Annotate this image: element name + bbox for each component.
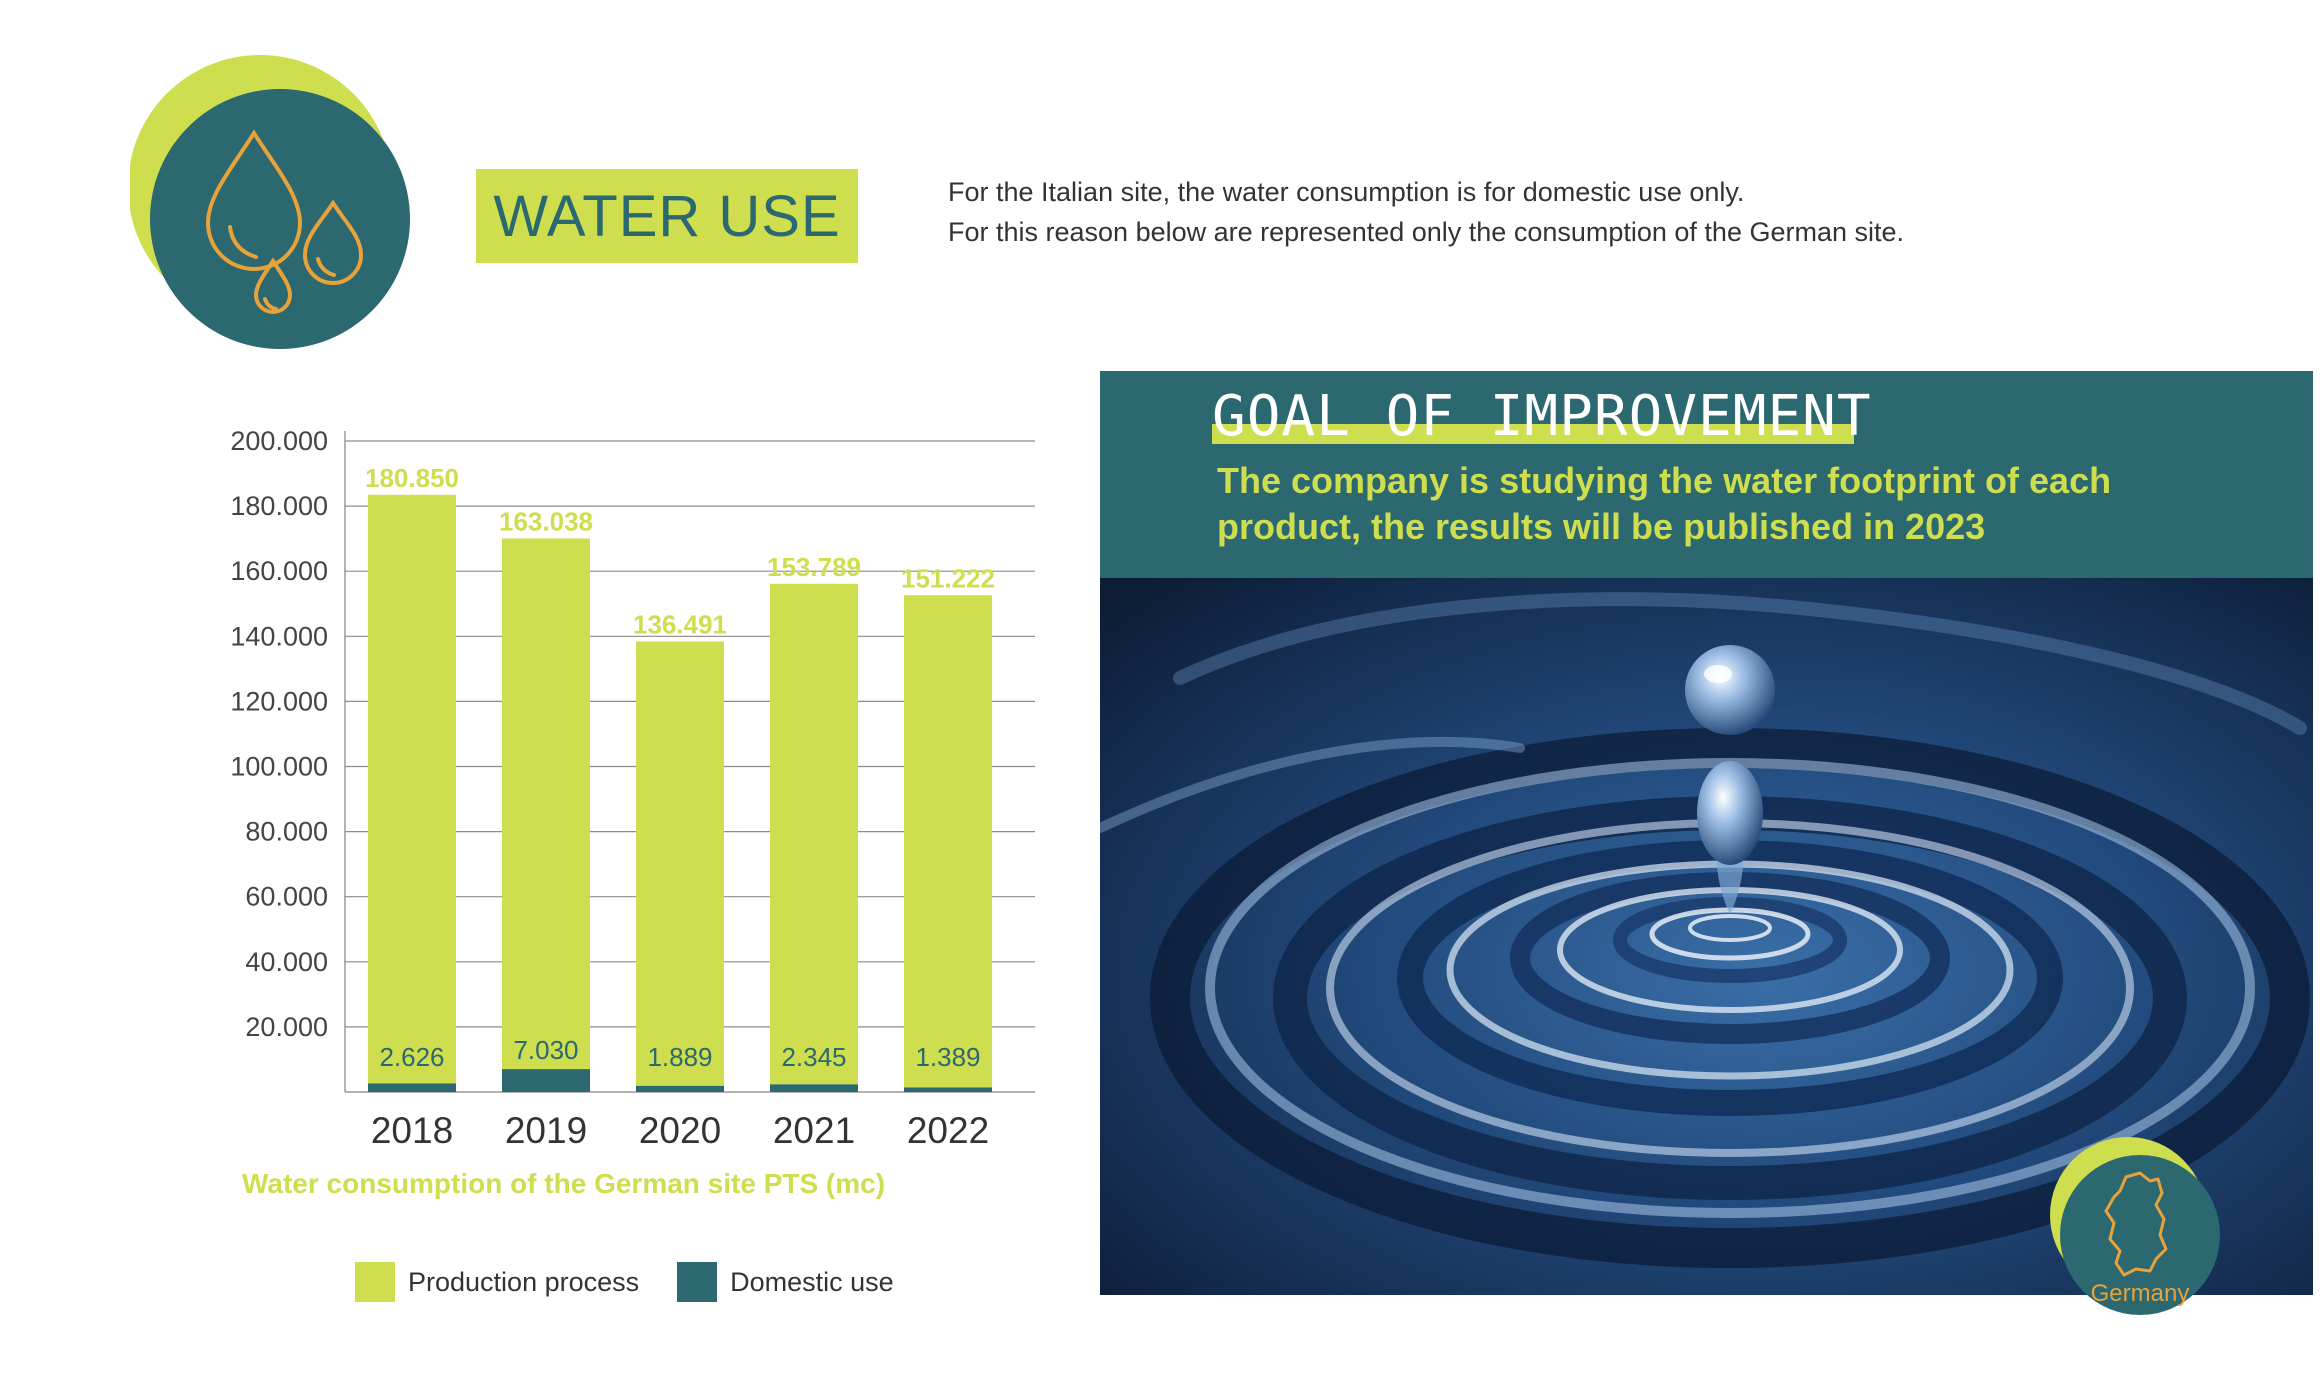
bar-production-2021: [770, 583, 858, 1085]
data-label-production-2022: 151.222: [901, 563, 995, 593]
y-tick-label: 100.000: [230, 752, 328, 782]
bar-production-2018: [368, 494, 456, 1084]
intro-line-1: For the Italian site, the water consumpt…: [948, 177, 1745, 207]
legend-item-production: Production process: [355, 1262, 639, 1302]
chart-title: Water consumption of the German site PTS…: [242, 1168, 886, 1199]
intro-line-2: For this reason below are represented on…: [948, 217, 1905, 247]
intro-text: For the Italian site, the water consumpt…: [948, 172, 1948, 252]
bar-production-2020: [636, 641, 724, 1086]
legend-label-production: Production process: [408, 1266, 640, 1297]
legend-swatch-production: [355, 1262, 395, 1302]
bar-domestic-2019: [502, 1069, 590, 1092]
germany-badge-label: Germany: [2091, 1280, 2190, 1307]
bar-production-2022: [904, 595, 992, 1088]
data-label-domestic-2022: 1.389: [915, 1042, 980, 1072]
goal-banner: [1100, 371, 2313, 578]
goal-text: The company is studying the water footpr…: [1217, 458, 2277, 550]
page-title: WATER USE: [493, 183, 841, 249]
data-label-production-2019: 163.038: [499, 506, 593, 536]
chart-legend: Production process Domestic use: [355, 1262, 932, 1302]
x-tick-label-2018: 2018: [371, 1110, 453, 1151]
data-label-domestic-2021: 2.345: [781, 1042, 846, 1072]
section-title-box: WATER USE: [476, 169, 858, 263]
legend-label-domestic: Domestic use: [730, 1266, 894, 1297]
bar-domestic-2020: [636, 1085, 724, 1092]
data-label-production-2020: 136.491: [633, 610, 727, 640]
bar-domestic-2018: [368, 1083, 456, 1092]
legend-item-domestic: Domestic use: [677, 1262, 894, 1302]
x-tick-label-2022: 2022: [907, 1110, 989, 1151]
x-tick-label-2019: 2019: [505, 1110, 587, 1151]
goal-title: GOAL OF IMPROVEMENT: [1212, 384, 1872, 449]
data-label-production-2018: 180.850: [365, 463, 459, 493]
y-tick-label: 40.000: [245, 947, 328, 977]
germany-badge: Germany: [2040, 1135, 2230, 1320]
y-tick-label: 160.000: [230, 556, 328, 586]
bar-domestic-2021: [770, 1084, 858, 1092]
x-tick-label-2020: 2020: [639, 1110, 721, 1151]
bar-domestic-2022: [904, 1087, 992, 1092]
data-label-domestic-2019: 7.030: [513, 1035, 578, 1065]
y-tick-label: 80.000: [245, 817, 328, 847]
y-tick-label: 180.000: [230, 491, 328, 521]
y-tick-label: 200.000: [230, 426, 328, 456]
legend-swatch-domestic: [677, 1262, 718, 1302]
data-label-domestic-2020: 1.889: [647, 1042, 712, 1072]
goal-title-highlight: [1212, 424, 1854, 444]
bar-production-2019: [502, 538, 590, 1070]
water-consumption-chart: 20.000 40.000 60.000 80.000 100.000 120.000 14…: [230, 426, 1035, 1151]
y-tick-label: 60.000: [245, 882, 328, 912]
data-label-production-2021: 153.789: [767, 552, 861, 582]
header-icon-badge: [128, 55, 420, 350]
y-tick-label: 120.000: [230, 686, 328, 716]
y-tick-label: 140.000: [230, 621, 328, 651]
goal-line-1: The company is studying the water footpr…: [1217, 460, 2112, 501]
goal-line-2: product, the results will be published i…: [1217, 506, 1986, 547]
data-label-domestic-2018: 2.626: [379, 1042, 444, 1072]
y-tick-label: 20.000: [245, 1012, 328, 1042]
x-tick-label-2021: 2021: [773, 1110, 855, 1151]
germany-map-icon: [2104, 1171, 2168, 1277]
water-drops-icon: [205, 129, 364, 314]
